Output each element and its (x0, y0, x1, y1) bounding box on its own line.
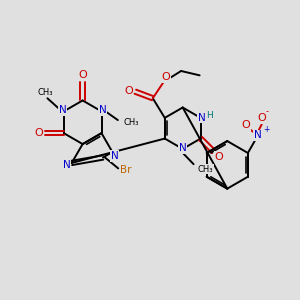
Text: N: N (254, 130, 262, 140)
Text: Br: Br (120, 165, 132, 176)
Text: CH₃: CH₃ (124, 118, 139, 127)
Text: O: O (242, 120, 250, 130)
Text: N: N (59, 105, 67, 116)
Text: N: N (179, 143, 187, 153)
Text: O: O (124, 86, 133, 96)
Text: N: N (99, 105, 106, 116)
Text: O: O (161, 72, 170, 82)
Text: O: O (214, 152, 223, 162)
Text: -: - (266, 107, 269, 116)
Text: H: H (206, 111, 213, 120)
Text: O: O (78, 70, 87, 80)
Text: N: N (198, 113, 206, 123)
Text: O: O (257, 113, 266, 123)
Text: N: N (110, 151, 118, 161)
Text: O: O (34, 128, 43, 138)
Text: CH₃: CH₃ (38, 88, 53, 97)
Text: CH₃: CH₃ (198, 165, 213, 174)
Text: N: N (63, 160, 71, 170)
Text: +: + (263, 125, 269, 134)
